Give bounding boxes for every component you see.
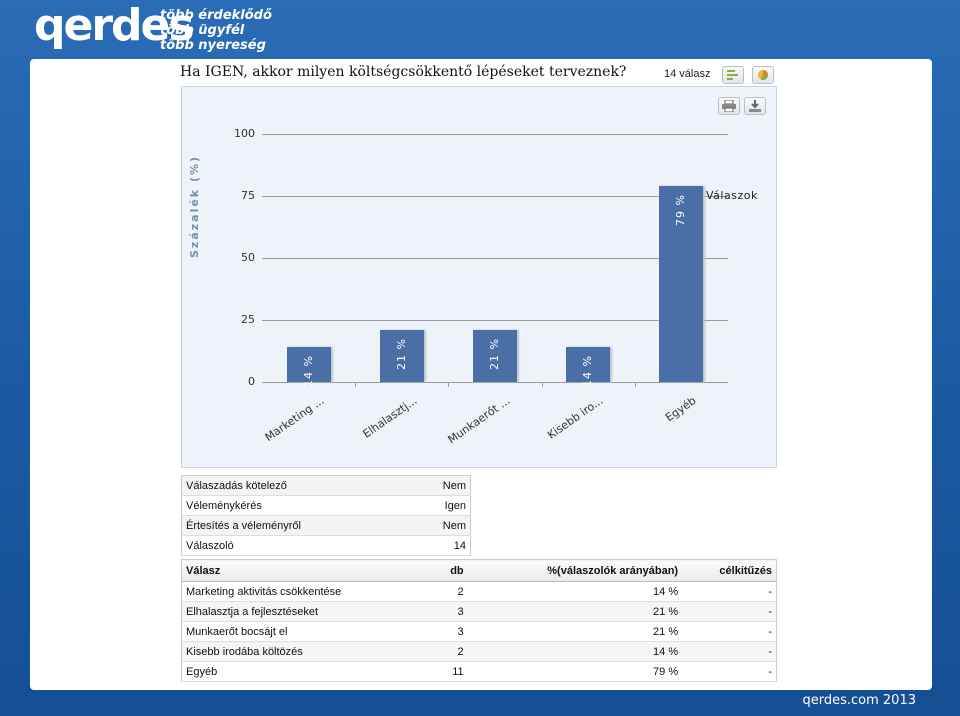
table-row: Elhalasztja a fejlesztéseket 3 21 % - xyxy=(181,601,777,622)
tagline-line: több ügyfél xyxy=(160,23,245,38)
y-tick-label: 0 xyxy=(248,375,255,388)
bar[interactable] xyxy=(473,329,517,382)
bar[interactable] xyxy=(379,329,424,382)
gridline xyxy=(262,320,728,321)
answer-text: Munkaerőt bocsájt el xyxy=(181,621,435,642)
bar[interactable] xyxy=(566,347,611,382)
footer-brand: qerdes.com 2013 xyxy=(802,693,916,708)
answer-percent: 79 % xyxy=(467,661,683,682)
table-row: Válaszadás kötelező Nem xyxy=(181,475,471,496)
answer-count: 11 xyxy=(434,661,468,682)
setting-value: 14 xyxy=(411,535,471,556)
table-header-row: Válasz db %(válaszolók arányában) célkit… xyxy=(181,559,777,582)
y-axis-label: Százalék (%) xyxy=(188,154,201,258)
answer-count: 3 xyxy=(434,621,468,642)
table-row: Válaszoló 14 xyxy=(181,535,471,556)
tagline-line: több nyereség xyxy=(160,38,266,53)
answer-percent: 14 % xyxy=(467,581,683,602)
y-tick-label: 100 xyxy=(234,127,255,140)
response-count: 14 válasz xyxy=(664,68,711,80)
gridline xyxy=(262,196,728,197)
answers-table: Válasz db %(válaszolók arányában) célkit… xyxy=(181,559,777,682)
gridline xyxy=(262,258,728,259)
answer-goal: - xyxy=(682,641,777,662)
brand-tagline: több érdeklődő több ügyfél több nyereség xyxy=(160,8,272,53)
bar-data-label: 14 % xyxy=(581,355,595,388)
y-tick-label: 25 xyxy=(241,313,255,326)
tagline-line: több érdeklődő xyxy=(160,8,272,23)
answer-text: Elhalasztja a fejlesztéseket xyxy=(181,601,435,622)
setting-value: Nem xyxy=(411,515,471,536)
answer-count: 2 xyxy=(434,581,468,602)
setting-label: Értesítés a véleményről xyxy=(181,515,412,536)
answer-goal: - xyxy=(682,621,777,642)
x-tick-mark xyxy=(541,382,543,387)
legend-series-name: Válaszok xyxy=(706,189,758,202)
setting-label: Válaszadás kötelező xyxy=(181,475,412,496)
setting-label: Válaszoló xyxy=(181,535,412,556)
column-header-goal: célkitűzés xyxy=(682,559,777,582)
table-row: Marketing aktivitás csökkentése 2 14 % - xyxy=(181,581,777,602)
answer-goal: - xyxy=(682,581,777,602)
pie-chart-toggle-icon[interactable] xyxy=(752,66,774,84)
settings-table: Válaszadás kötelező Nem Véleménykérés Igen… xyxy=(181,475,471,556)
y-tick-label: 75 xyxy=(241,189,255,202)
setting-value: Igen xyxy=(411,495,471,516)
bar-data-label: 14 % xyxy=(301,355,315,388)
answer-percent: 21 % xyxy=(467,601,683,622)
download-icon[interactable] xyxy=(744,97,766,115)
print-icon[interactable] xyxy=(718,97,740,115)
table-row: Kisebb irodába költözés 2 14 % - xyxy=(181,641,777,662)
question-title: Ha IGEN, akkor milyen költségcsökkentő l… xyxy=(180,64,627,80)
x-tick-mark xyxy=(634,382,636,387)
answer-text: Marketing aktivitás csökkentése xyxy=(181,581,435,602)
answer-count: 3 xyxy=(434,601,468,622)
bar-data-label: 79 % xyxy=(674,194,688,227)
column-header-count: db xyxy=(434,559,468,582)
answer-goal: - xyxy=(682,601,777,622)
table-row: Egyéb 11 79 % - xyxy=(181,661,777,682)
gridline xyxy=(262,382,728,383)
answer-percent: 21 % xyxy=(467,621,683,642)
table-row: Munkaerőt bocsájt el 3 21 % - xyxy=(181,621,777,642)
x-tick-mark xyxy=(448,382,450,387)
bar-data-label: 21 % xyxy=(488,337,501,370)
bar-data-label: 21 % xyxy=(394,337,408,370)
y-tick-label: 50 xyxy=(241,251,255,264)
table-row: Véleménykérés Igen xyxy=(181,495,471,516)
bar[interactable] xyxy=(659,186,704,382)
setting-label: Véleménykérés xyxy=(181,495,412,516)
gridline xyxy=(262,134,728,135)
table-row: Értesítés a véleményről Nem xyxy=(181,515,471,536)
answer-text: Kisebb irodába költözés xyxy=(181,641,435,662)
answer-text: Egyéb xyxy=(181,661,435,682)
answer-goal: - xyxy=(682,661,777,682)
answer-percent: 14 % xyxy=(467,641,683,662)
setting-value: Nem xyxy=(411,475,471,496)
x-tick-mark xyxy=(355,382,357,387)
column-header-answer: Válasz xyxy=(181,559,435,582)
answer-count: 2 xyxy=(434,641,468,662)
brand-logo: qerdes xyxy=(34,0,195,51)
bar-chart-toggle-icon[interactable] xyxy=(722,66,744,84)
column-header-percent: %(válaszolók arányában) xyxy=(467,559,683,582)
bar[interactable] xyxy=(286,347,331,382)
